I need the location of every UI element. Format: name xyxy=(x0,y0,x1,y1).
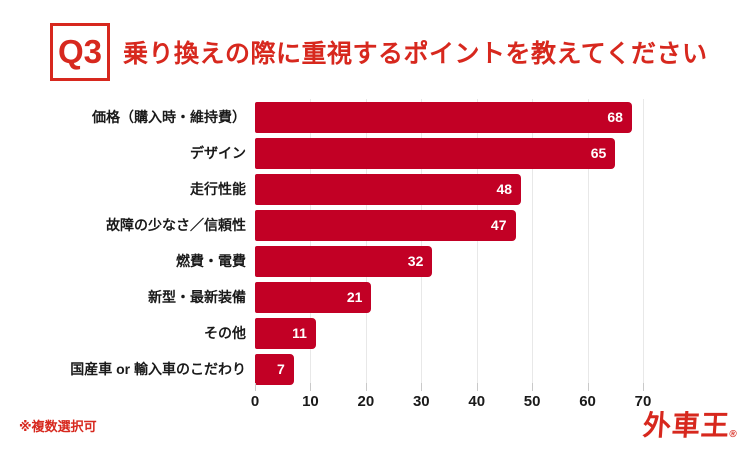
bar: 11 xyxy=(255,317,316,349)
bar: 32 xyxy=(255,245,433,277)
bar: 65 xyxy=(255,137,616,169)
bar-track: 68 xyxy=(255,101,643,133)
bar: 68 xyxy=(255,101,632,133)
tick-mark xyxy=(255,383,256,391)
gridline xyxy=(310,99,312,385)
bar-row: 走行性能 48 xyxy=(0,171,750,207)
gridline xyxy=(476,99,478,385)
gridline xyxy=(421,99,423,385)
bar-row: その他 11 xyxy=(0,315,750,351)
x-tick-label: 70 xyxy=(634,393,652,410)
brand-logo-text: 外車王 xyxy=(641,410,731,441)
bar: 21 xyxy=(255,281,372,313)
category-label: 燃費・電費 xyxy=(176,253,246,269)
bar-row: 新型・最新装備 21 xyxy=(0,279,750,315)
x-tick-label: 0 xyxy=(250,393,260,410)
tick-mark xyxy=(421,383,423,391)
x-axis: 0 10 20 30 40 50 60 70 xyxy=(251,383,651,413)
x-tick-label: 50 xyxy=(523,393,541,410)
category-label: 価格（購入時・維持費） xyxy=(92,109,246,125)
bar-track: 47 xyxy=(255,209,643,241)
header: Q3 乗り換えの際に重視するポイントを教えてください xyxy=(50,23,708,81)
bar: 7 xyxy=(255,353,294,385)
registered-mark: ® xyxy=(728,429,737,440)
gridline xyxy=(532,99,534,385)
category-label: 新型・最新装備 xyxy=(148,289,246,305)
tick-mark xyxy=(532,383,534,391)
gridline xyxy=(365,99,367,385)
bar-row: 燃費・電費 32 xyxy=(0,243,750,279)
bar-chart: 価格（購入時・維持費） 68 デザイン 65 走行性能 48 故障の少なさ／信頼性 47 燃費・… xyxy=(0,99,750,429)
tick-mark xyxy=(365,383,367,391)
category-label: デザイン xyxy=(190,145,246,161)
brand-logo: 外車王® xyxy=(641,404,738,444)
bar-row: デザイン 65 xyxy=(0,135,750,171)
bar: 48 xyxy=(255,173,522,205)
category-label: その他 xyxy=(204,325,246,341)
plot-area xyxy=(255,99,644,385)
question-number-badge: Q3 xyxy=(50,23,110,81)
x-tick-label: 30 xyxy=(412,393,430,410)
bar-value-label: 48 xyxy=(496,181,513,197)
footnote: ※複数選択可 xyxy=(19,419,97,434)
bar-value-label: 47 xyxy=(490,217,507,233)
category-label: 故障の少なさ／信頼性 xyxy=(106,217,246,233)
bar-rows: 価格（購入時・維持費） 68 デザイン 65 走行性能 48 故障の少なさ／信頼性 47 燃費・… xyxy=(0,99,750,387)
x-tick-label: 60 xyxy=(579,393,596,410)
tick-mark xyxy=(310,383,312,391)
gridline xyxy=(587,99,589,385)
bar: 47 xyxy=(255,209,516,241)
gridline xyxy=(643,99,644,385)
tick-mark xyxy=(476,383,478,391)
x-tick-label: 20 xyxy=(357,393,375,410)
bar-value-label: 68 xyxy=(607,109,623,125)
bar-value-label: 32 xyxy=(407,253,424,269)
x-tick-label: 40 xyxy=(468,393,486,410)
bar-row: 価格（購入時・維持費） 68 xyxy=(0,99,750,135)
bar-value-label: 65 xyxy=(590,145,607,161)
x-tick-label: 10 xyxy=(302,393,319,410)
bar-track: 21 xyxy=(255,281,643,313)
category-label: 国産車 or 輸入車のこだわり xyxy=(70,361,246,377)
tick-mark xyxy=(587,383,589,391)
bar-value-label: 7 xyxy=(277,361,285,377)
bar-track: 48 xyxy=(255,173,643,205)
question-number-label: Q3 xyxy=(57,33,103,70)
bar-value-label: 11 xyxy=(292,325,307,341)
page-title: 乗り換えの際に重視するポイントを教えてください xyxy=(123,40,708,68)
bar-row: 国産車 or 輸入車のこだわり 7 xyxy=(0,351,750,387)
tick-mark xyxy=(643,383,644,391)
bar-track: 65 xyxy=(255,137,643,169)
bar-value-label: 21 xyxy=(346,289,363,305)
bar-track: 7 xyxy=(255,353,643,385)
bar-row: 故障の少なさ／信頼性 47 xyxy=(0,207,750,243)
category-label: 走行性能 xyxy=(190,181,246,197)
bar-track: 32 xyxy=(255,245,643,277)
bar-track: 11 xyxy=(255,317,643,349)
